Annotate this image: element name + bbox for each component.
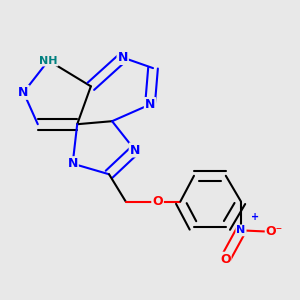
- Text: N: N: [18, 86, 29, 99]
- Text: O⁻: O⁻: [266, 225, 283, 239]
- Text: N: N: [145, 98, 155, 111]
- Text: N: N: [118, 51, 128, 64]
- Text: O: O: [152, 195, 163, 208]
- Text: O: O: [220, 253, 230, 266]
- Text: +: +: [250, 212, 259, 222]
- Text: N: N: [236, 225, 246, 236]
- Text: NH: NH: [39, 56, 58, 65]
- Text: N: N: [68, 157, 78, 170]
- Text: N: N: [130, 143, 140, 157]
